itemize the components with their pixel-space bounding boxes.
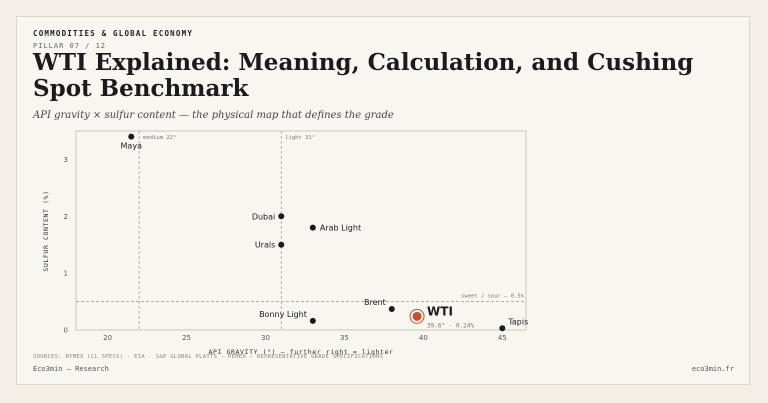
x-tick-label: 35 [340, 334, 349, 342]
point-arab-light [309, 224, 316, 231]
wti-halo [409, 308, 425, 324]
ref-line-label: medium 22° [143, 135, 176, 141]
point-wti [412, 311, 422, 321]
section-kicker: COMMODITIES & GLOBAL ECONOMY [33, 29, 194, 38]
point-brent [388, 305, 395, 312]
y-axis-title: SULFUR CONTENT (%) [42, 190, 50, 271]
point-label-bonny-light: Bonny Light [259, 310, 307, 319]
x-axis-ticks: 20 25 30 35 40 45 [103, 334, 507, 342]
x-tick-label: 30 [261, 334, 270, 342]
sources-note: SOURCES: NYMEX (CL SPECS) · EIA · S&P GL… [33, 354, 384, 360]
y-tick-label: 1 [64, 270, 68, 278]
point-label-wti: WTI [427, 304, 453, 318]
point-tapis [499, 325, 506, 332]
x-tick-label: 45 [498, 334, 507, 342]
point-label-tapis: Tapis [507, 317, 528, 326]
point-label-urals: Urals [255, 241, 275, 250]
plot-frame [75, 130, 527, 331]
point-note-wti: 39.6° · 0.24% [427, 322, 474, 329]
y-axis-ticks: 0 1 2 3 [64, 156, 68, 335]
pillar-counter: PILLAR 07 / 12 [33, 42, 107, 50]
ref-line-label: sweet / sour — 0.5% [461, 294, 525, 300]
point-dubai [278, 213, 285, 220]
point-bonny-light [309, 317, 316, 324]
y-tick-label: 3 [64, 156, 68, 164]
page-title: WTI Explained: Meaning, Calculation, and… [33, 49, 694, 102]
data-points: Maya Dubai Arab Light Urals Brent Bonny Light… [121, 133, 528, 332]
footer-brand: Eco3min — Research [33, 365, 109, 373]
footer-site: eco3min.fr [691, 365, 734, 373]
x-axis-title: API GRAVITY (°) — further right = lighte… [208, 348, 393, 356]
x-tick-label: 40 [419, 334, 428, 342]
card [16, 16, 750, 385]
point-maya [128, 133, 135, 140]
reference-lines: medium 22° light 31° sweet / sour — 0.5% [76, 131, 526, 330]
point-label-maya: Maya [121, 142, 143, 151]
ref-line-label: light 31° [285, 135, 315, 141]
point-label-arab-light: Arab Light [320, 224, 361, 233]
x-tick-label: 20 [103, 334, 112, 342]
x-tick-label: 25 [182, 334, 191, 342]
page-subtitle: API gravity × sulfur content — the physi… [33, 110, 394, 121]
point-label-dubai: Dubai [252, 212, 275, 221]
y-tick-label: 0 [64, 327, 68, 335]
point-urals [278, 241, 285, 248]
point-label-brent: Brent [364, 298, 386, 307]
y-tick-label: 2 [64, 213, 68, 221]
